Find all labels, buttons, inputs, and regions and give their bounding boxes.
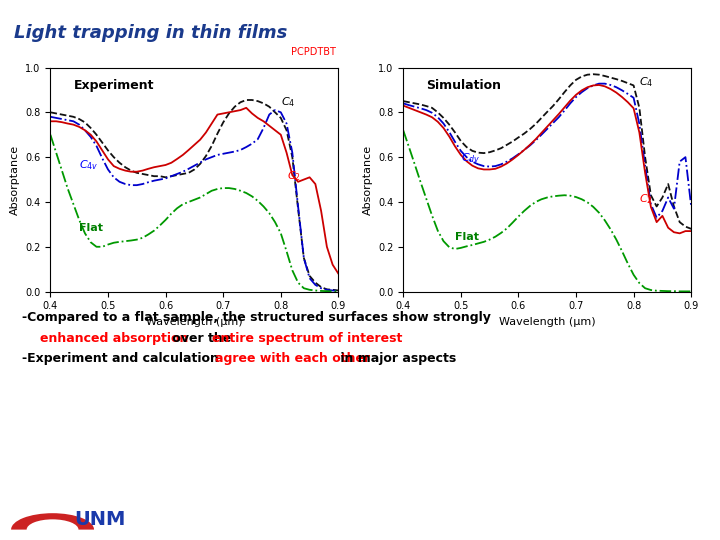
- Text: Light trapping in thin films: Light trapping in thin films: [14, 24, 288, 42]
- Text: agree with each other: agree with each other: [215, 352, 369, 365]
- X-axis label: Wavelength (μm): Wavelength (μm): [499, 317, 595, 327]
- Text: $C_4$: $C_4$: [639, 76, 654, 89]
- Text: Experiment: Experiment: [73, 79, 154, 92]
- Text: $C_4$: $C_4$: [281, 96, 295, 110]
- Text: -Experiment and calculation: -Experiment and calculation: [22, 352, 223, 365]
- Text: UNM: UNM: [75, 510, 126, 529]
- Text: over the: over the: [168, 332, 235, 345]
- Y-axis label: Absorptance: Absorptance: [363, 145, 372, 214]
- Y-axis label: Absorptance: Absorptance: [10, 145, 19, 214]
- X-axis label: Wavelength (μm): Wavelength (μm): [146, 317, 243, 327]
- Text: in major aspects: in major aspects: [336, 352, 456, 365]
- Text: -Compared to a flat sample, the structured surfaces show strongly: -Compared to a flat sample, the structur…: [22, 310, 490, 323]
- Wedge shape: [11, 513, 94, 530]
- Text: $C_2$: $C_2$: [287, 170, 300, 184]
- Text: $C_{4v}$: $C_{4v}$: [79, 158, 99, 172]
- Text: Flat: Flat: [79, 223, 103, 233]
- Text: $C_2$: $C_2$: [639, 192, 653, 206]
- Text: entire spectrum of interest: entire spectrum of interest: [212, 332, 402, 345]
- Text: PCPDTBT: PCPDTBT: [291, 46, 336, 57]
- Text: enhanced absorption: enhanced absorption: [40, 332, 188, 345]
- Text: Simulation: Simulation: [426, 79, 501, 92]
- Text: Flat: Flat: [455, 232, 479, 242]
- Text: $C_{dv}$: $C_{dv}$: [461, 152, 480, 165]
